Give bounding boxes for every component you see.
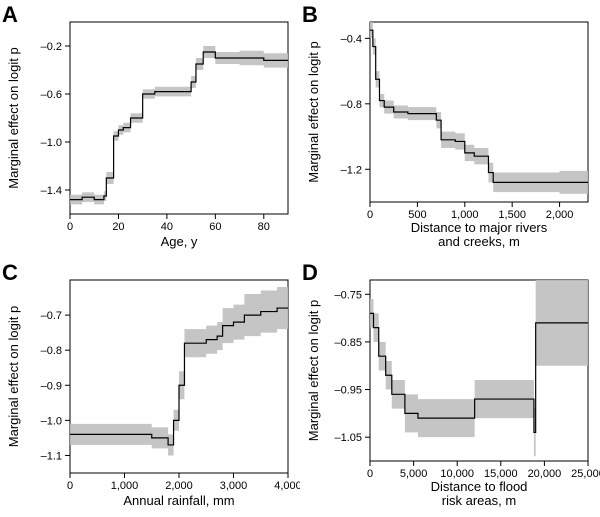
svg-text:–0.9: –0.9 — [41, 380, 62, 392]
svg-text:Age, y: Age, y — [161, 234, 198, 249]
panel-C-svg: 0 1,000 2,000 3,000 4,000 –0.7 –0.8 –0.9 –1.0 –1.… — [0, 258, 300, 517]
panel-D-letter: D — [302, 260, 318, 286]
svg-text:1,000: 1,000 — [111, 480, 139, 492]
svg-text:0: 0 — [367, 468, 373, 480]
svg-text:–1.4: –1.4 — [41, 185, 62, 197]
panel-A-svg: 0 20 40 60 80 –0.2 –0.6 –1.0 –1.4 Age, y Marginal … — [0, 0, 300, 258]
svg-text:–1.1: –1.1 — [41, 450, 62, 462]
svg-text:40: 40 — [161, 221, 173, 233]
panel-A: A 0 20 40 60 80 –0.2 –0.6 –1.0 –1.4 Age, y Margina… — [0, 0, 300, 258]
svg-text:5,000: 5,000 — [400, 468, 428, 480]
figure-grid: A 0 20 40 60 80 –0.2 –0.6 –1.0 –1.4 Age, y Margina… — [0, 0, 600, 517]
svg-text:0: 0 — [67, 221, 73, 233]
svg-text:2,000: 2,000 — [546, 209, 574, 221]
svg-text:Marginal effect on logit p: Marginal effect on logit p — [6, 306, 21, 447]
svg-text:–0.4: –0.4 — [341, 33, 362, 45]
svg-text:0: 0 — [67, 480, 73, 492]
svg-text:–0.7: –0.7 — [41, 310, 62, 322]
svg-text:Marginal effect on logit p: Marginal effect on logit p — [6, 47, 21, 188]
panel-C: C 0 1,000 2,000 3,000 4,000 –0.7 –0.8 –0.9 –1.0 –… — [0, 258, 300, 517]
svg-text:Distance to flood: Distance to flood — [431, 479, 528, 494]
svg-text:Annual rainfall, mm: Annual rainfall, mm — [123, 493, 234, 508]
svg-text:3,000: 3,000 — [220, 480, 248, 492]
svg-text:–0.85: –0.85 — [334, 337, 362, 349]
svg-text:–0.2: –0.2 — [41, 41, 62, 53]
svg-text:and creeks, m: and creeks, m — [438, 234, 520, 249]
svg-text:–0.6: –0.6 — [41, 89, 62, 101]
panel-B: B 05001,0001,5002,000–0.4–0.8–1.2Distanc… — [300, 0, 600, 258]
svg-text:20,000: 20,000 — [528, 468, 562, 480]
svg-text:80: 80 — [258, 221, 270, 233]
svg-text:Marginal effect on logit p: Marginal effect on logit p — [306, 300, 321, 441]
svg-text:4,000: 4,000 — [274, 480, 300, 492]
panel-B-letter: B — [302, 2, 318, 28]
svg-text:–0.75: –0.75 — [334, 289, 362, 301]
panel-D-svg: 05,00010,00015,00020,00025,000–0.75–0.85… — [300, 258, 600, 517]
svg-text:risk areas, m: risk areas, m — [442, 493, 516, 508]
panel-A-letter: A — [2, 2, 18, 28]
svg-text:60: 60 — [209, 221, 221, 233]
panel-B-svg: 05001,0001,5002,000–0.4–0.8–1.2Distance … — [300, 0, 600, 258]
svg-text:Marginal effect on logit p: Marginal effect on logit p — [306, 41, 321, 182]
svg-text:Distance to major rivers: Distance to major rivers — [411, 220, 548, 235]
svg-text:–0.8: –0.8 — [41, 345, 62, 357]
svg-text:–1.05: –1.05 — [334, 432, 362, 444]
svg-text:25,000: 25,000 — [571, 468, 600, 480]
svg-text:0: 0 — [367, 209, 373, 221]
panel-C-letter: C — [2, 260, 18, 286]
svg-text:–1.0: –1.0 — [41, 137, 62, 149]
svg-text:20: 20 — [112, 221, 124, 233]
svg-text:–1.2: –1.2 — [341, 164, 362, 176]
panel-D: D 05,00010,00015,00020,00025,000–0.75–0.… — [300, 258, 600, 517]
svg-text:2,000: 2,000 — [165, 480, 193, 492]
svg-text:–1.0: –1.0 — [41, 415, 62, 427]
svg-text:–0.8: –0.8 — [341, 99, 362, 111]
svg-text:–0.95: –0.95 — [334, 385, 362, 397]
